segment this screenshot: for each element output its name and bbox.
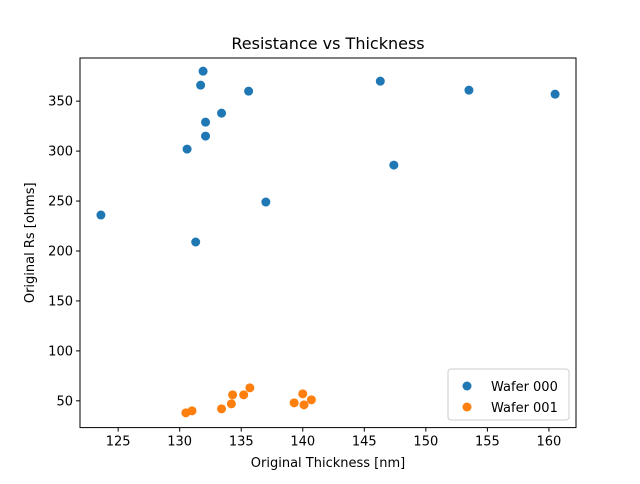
y-axis-ticks: 50 100 150 200 250 300 350 [48,95,80,409]
data-point-wafer-001 [298,389,308,399]
y-tick-label: 100 [48,344,73,359]
x-tick-label: 150 [413,435,438,450]
data-point-wafer-000 [217,108,227,118]
x-tick-label: 135 [229,435,254,450]
data-point-wafer-000 [96,210,106,220]
chart-legend: Wafer 000 Wafer 001 [447,368,570,421]
legend-marker-wafer-001 [462,402,472,412]
data-point-wafer-000 [191,237,201,247]
data-point-wafer-001 [245,383,255,393]
y-tick-label: 200 [48,244,73,259]
data-point-wafer-001 [226,399,236,409]
y-tick-label: 300 [48,145,73,160]
x-tick-label: 160 [537,435,562,450]
data-point-wafer-000 [196,80,206,90]
data-point-wafer-000 [550,89,560,99]
legend-frame [447,368,570,421]
data-point-wafer-001 [228,390,238,400]
legend-label-wafer-000: Wafer 000 [491,380,558,395]
data-point-wafer-001 [217,404,227,414]
legend-marker-wafer-000 [462,381,472,391]
x-tick-label: 130 [167,435,192,450]
y-tick-label: 150 [48,294,73,309]
data-point-wafer-001 [239,390,249,400]
plot-marks [96,66,560,418]
data-point-wafer-001 [299,400,309,410]
data-point-wafer-001 [306,395,316,405]
data-point-wafer-000 [198,66,208,76]
data-point-wafer-000 [201,131,211,141]
data-point-wafer-001 [289,398,299,408]
data-point-wafer-000 [389,160,399,170]
data-point-wafer-000 [375,76,385,86]
plot-frame [79,57,577,429]
data-point-wafer-000 [201,117,211,127]
x-tick-label: 145 [352,435,377,450]
y-axis-label: Original Rs [ohms] [23,182,38,303]
data-point-wafer-000 [244,86,254,96]
data-point-wafer-001 [187,406,197,416]
x-axis-label: Original Thickness [nm] [251,456,405,471]
y-tick-label: 50 [56,394,73,409]
data-point-wafer-000 [261,197,271,207]
chart-title: Resistance vs Thickness [231,34,424,53]
y-tick-label: 350 [48,95,73,110]
x-tick-label: 140 [290,435,315,450]
x-tick-label: 155 [475,435,500,450]
data-point-wafer-000 [464,85,474,95]
x-tick-label: 125 [106,435,131,450]
legend-label-wafer-001: Wafer 001 [491,401,558,416]
data-point-wafer-000 [182,144,192,154]
y-tick-label: 250 [48,195,73,210]
x-axis-ticks: 125 130 135 140 145 150 155 160 [106,427,562,450]
